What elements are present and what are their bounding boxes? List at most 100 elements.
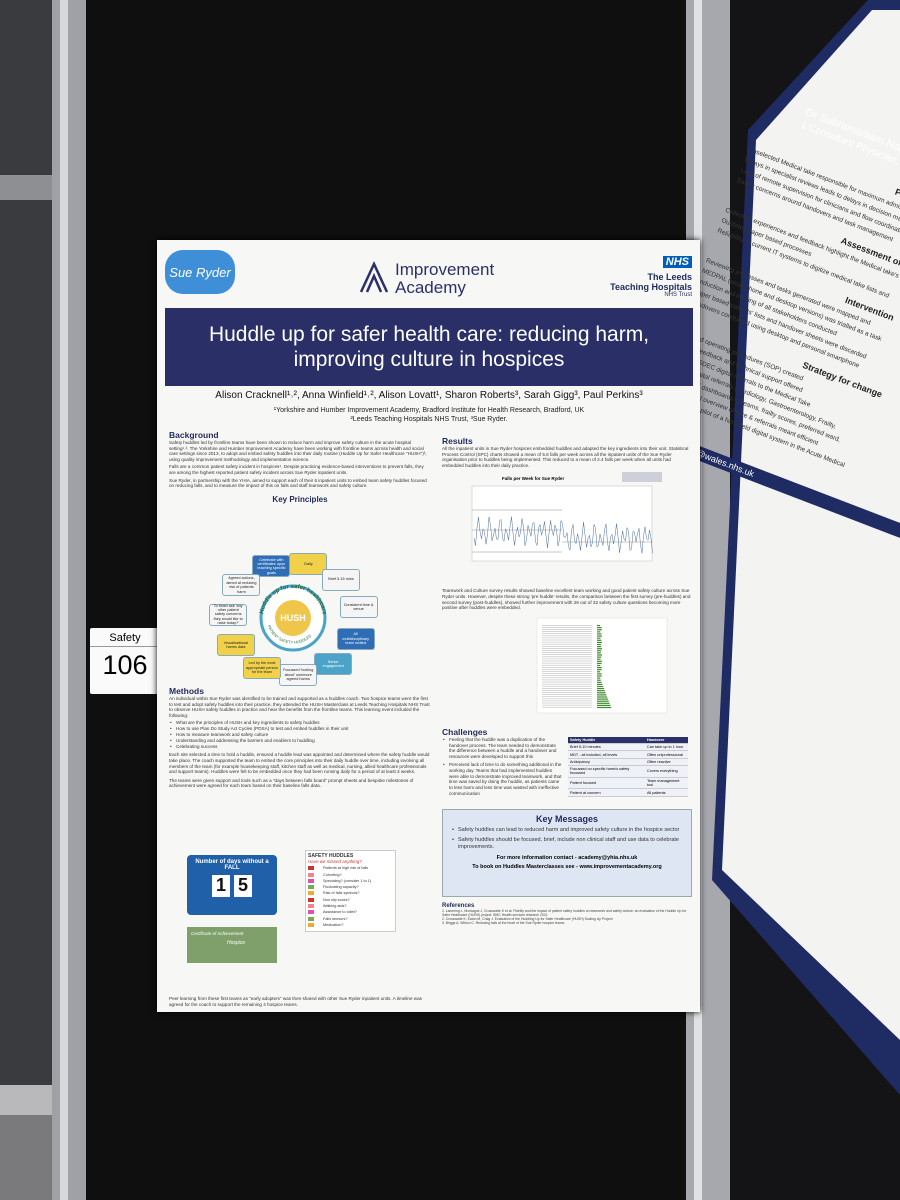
affiliation: ¹Yorkshire and Humber Improvement Academ…: [273, 407, 585, 414]
principle: Focussed 'looking about' one/more agreed…: [279, 663, 318, 686]
bullet: Perceived lack of time to do something a…: [442, 762, 562, 797]
table-cell: Patient focused: [568, 777, 645, 790]
table-cell: Anticipatory: [568, 758, 645, 767]
survey-label: [542, 670, 592, 672]
survey-label: [542, 704, 592, 706]
logo-sue-ryder: Sue Ryder: [165, 250, 235, 294]
survey-bar: [597, 637, 601, 639]
paragraph: Safety huddles led by frontline teams ha…: [169, 440, 427, 462]
survey-bar: [597, 685, 604, 687]
contact: For more information contact - academy@y…: [496, 854, 638, 861]
survey-bar: [597, 658, 601, 660]
survey-label: [542, 639, 592, 641]
survey-label: [542, 641, 592, 643]
survey-label: [542, 658, 592, 659]
certificate-subtitle: Hospice: [227, 940, 246, 946]
survey-label: [542, 649, 592, 651]
survey-label: [542, 696, 592, 697]
survey-bar: [597, 660, 602, 662]
survey-bar: [597, 662, 602, 664]
survey-bar: [597, 631, 601, 633]
prompt-title: SAFETY HUDDLES: [308, 853, 354, 859]
section-heading: Background: [169, 430, 219, 440]
key-messages: Key Messages Safety huddles can lead to r…: [442, 808, 692, 897]
survey-label: [542, 673, 592, 674]
paragraph: Falls are a common patient safety incide…: [169, 464, 424, 475]
survey-bar: [597, 702, 610, 704]
methods-closing: Peer learning from these first teams as …: [169, 996, 422, 1007]
survey-chart: [536, 617, 668, 713]
reference: 3. Briggs A, Wilson C. Reducing falls at…: [442, 921, 565, 926]
prompt-item: Falls sensors?: [308, 916, 393, 921]
survey-label: [542, 628, 592, 630]
label-category: Safety: [90, 632, 160, 647]
table-cell: Handover: [644, 736, 688, 745]
survey-bar: [597, 691, 606, 694]
spc-chart-title: Falls per Week for Sue Ryder: [502, 476, 565, 482]
bullet: Celebrating success: [169, 744, 431, 750]
survey-label: [542, 626, 592, 628]
survey-bar: [597, 668, 602, 671]
paragraph: Each site selected a time to hold a hudd…: [169, 752, 430, 775]
table-cell: Patient at concern: [568, 788, 645, 797]
survey-bar: [597, 645, 602, 647]
survey-bar: [597, 664, 601, 666]
survey-label: [542, 706, 592, 708]
survey-label: [542, 637, 592, 638]
survey-label: [542, 666, 592, 668]
challenges-body: Feeling that the huddle was a duplicatio…: [442, 736, 692, 799]
bullet: How to use Plan Do Study Act Cycles (PDS…: [169, 726, 431, 732]
nhs-badge: NHS: [662, 256, 692, 268]
section-heading: Key Principles: [272, 494, 328, 504]
survey-bar: [597, 687, 604, 689]
survey-label: [542, 643, 592, 645]
bullet: Understanding and addressing the barrier…: [169, 738, 431, 744]
academy-line1: Improvement: [395, 260, 495, 279]
survey-bar: [597, 628, 602, 631]
falls-board-title: Number of days without a FALL: [195, 859, 269, 871]
survey-bar: [597, 633, 602, 635]
survey-label: [542, 654, 592, 655]
principle: To finish ask 'any other patient safety …: [209, 604, 248, 626]
table-row: Patient focused Team management tool: [568, 777, 688, 790]
principle: Agreed actions, aimed at reducing risk o…: [222, 574, 261, 597]
survey-bar: [597, 675, 602, 677]
survey-label: [542, 664, 592, 666]
table-cell: Safety Huddle: [568, 736, 645, 745]
spc-chart: Falls per Week for Sue Ryder: [442, 472, 692, 584]
survey-bar: [597, 639, 602, 641]
principle: All multidisciplinary team invited: [336, 627, 375, 650]
survey-label: [542, 645, 592, 647]
survey-bar: [597, 677, 601, 679]
paragraph: The teams were given support and tools s…: [169, 777, 414, 789]
survey-label: [542, 668, 592, 670]
principle: Brief 5-15 mins: [321, 568, 360, 591]
methods: Methods An individual within Sue Ryder wa…: [169, 686, 431, 791]
survey-label: [542, 698, 592, 699]
survey-label: [542, 662, 592, 664]
table-cell: Often uniprofessional: [644, 750, 688, 759]
ring-inner: [275, 600, 311, 636]
paragraph: All the inpatient units in Sue Ryder hos…: [442, 446, 689, 468]
leeds-line2: Teaching Hospitals: [610, 282, 692, 292]
academy-icon: [359, 261, 389, 293]
bullet: Feeling that the huddle was a duplicatio…: [442, 737, 562, 760]
table-row: Safety Huddle Handover: [568, 736, 688, 745]
survey-label: [542, 652, 592, 653]
prompt-item: Patients at high risk of falls: [308, 866, 393, 871]
spc-plot: [471, 472, 662, 562]
survey-bar: [597, 673, 602, 675]
survey-bar: [597, 689, 605, 692]
paragraph: An individual within Sue Ryder was ident…: [169, 696, 430, 718]
prompt-item: Specialing? (consider 1 to 1): [308, 878, 393, 883]
principle: Visualisational harms data: [216, 634, 255, 657]
survey-bar: [597, 649, 602, 652]
paragraph: Teamwork and Culture survey results show…: [442, 588, 691, 611]
bullet: Safety huddles should be focused, brief,…: [451, 837, 683, 851]
survey-label: [542, 660, 592, 662]
survey-label: [542, 624, 592, 626]
survey-label: [542, 700, 592, 701]
section-heading: References: [442, 902, 475, 909]
